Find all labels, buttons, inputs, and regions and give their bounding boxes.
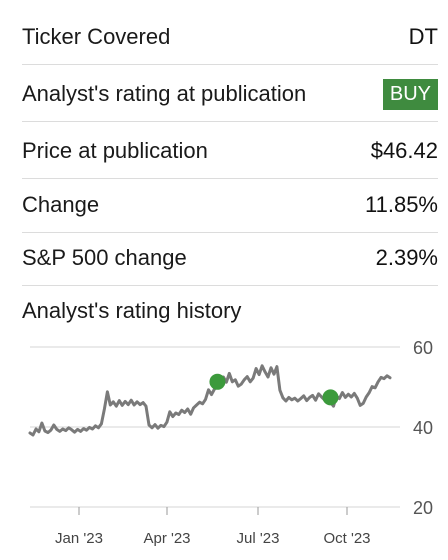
change-value: 11.85% <box>365 192 438 217</box>
price-row: Price at publication $46.42 <box>22 124 438 179</box>
rating-label: Analyst's rating at publication <box>22 81 307 106</box>
rating-history-title: Analyst's rating history <box>22 298 242 323</box>
x-tick-label: Jan '23 <box>55 530 103 547</box>
x-tick-label: Jul '23 <box>237 530 280 547</box>
x-ticks <box>78 507 348 515</box>
y-labels: 60 40 20 <box>413 338 433 518</box>
rating-history-chart: 60 40 20 Jan '23 Apr '23 Jul '23 Oct '23 <box>28 338 433 547</box>
x-labels: Jan '23 Apr '23 Jul '23 Oct '23 <box>55 530 370 547</box>
y-tick-label: 40 <box>413 418 433 438</box>
y-tick-label: 20 <box>413 498 433 518</box>
grid-lines <box>30 346 400 508</box>
ticker-row: Ticker Covered DT <box>22 10 438 65</box>
x-tick-label: Apr '23 <box>143 530 190 547</box>
sp500-label: S&P 500 change <box>22 245 187 270</box>
y-tick-label: 60 <box>413 338 433 358</box>
ticker-link[interactable]: DT <box>408 24 438 49</box>
sp500-row: S&P 500 change 2.39% <box>22 231 438 286</box>
rating-marker <box>209 373 226 390</box>
ticker-label: Ticker Covered <box>22 24 171 49</box>
sp500-value: 2.39% <box>375 245 438 270</box>
change-row: Change 11.85% <box>22 178 438 233</box>
rating-badge: BUY <box>382 78 438 110</box>
rating-row: Analyst's rating at publication BUY <box>22 67 438 122</box>
rating-markers <box>209 373 339 406</box>
price-value: $46.42 <box>370 138 438 163</box>
x-tick-label: Oct '23 <box>323 530 370 547</box>
price-label: Price at publication <box>22 138 208 163</box>
change-label: Change <box>22 192 100 217</box>
rating-marker <box>322 389 339 406</box>
